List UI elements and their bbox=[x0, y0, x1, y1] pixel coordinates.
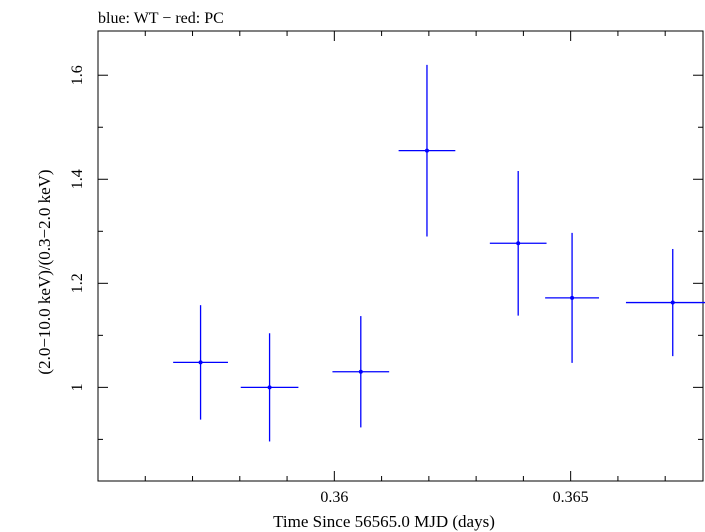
y-axis-label: (2.0−10.0 keV)/(0.3−2.0 keV) bbox=[35, 169, 54, 374]
header-note: blue: WT − red: PC bbox=[98, 10, 224, 27]
y-tick-label: 1.4 bbox=[69, 169, 86, 189]
data-point bbox=[173, 305, 228, 420]
y-tick-label: 1 bbox=[69, 383, 86, 391]
point-marker bbox=[670, 300, 675, 305]
data-point bbox=[489, 170, 547, 316]
point-marker bbox=[358, 369, 363, 374]
x-axis-label: Time Since 56565.0 MJD (days) bbox=[273, 512, 495, 531]
data-point bbox=[545, 232, 600, 363]
axes: 0.36 0.365 1 1.2 1.4 1.6 bbox=[69, 31, 703, 506]
data-layer bbox=[173, 64, 705, 442]
point-marker bbox=[198, 360, 203, 365]
point-marker bbox=[267, 385, 272, 390]
x-tick-label: 0.36 bbox=[320, 489, 348, 506]
plot-frame bbox=[97, 30, 704, 482]
data-point bbox=[240, 333, 299, 442]
data-point bbox=[398, 64, 456, 237]
point-marker bbox=[516, 241, 521, 246]
y-tick-label: 1.2 bbox=[69, 273, 86, 293]
y-tick-label: 1.6 bbox=[69, 65, 86, 85]
data-point bbox=[332, 316, 390, 428]
point-marker bbox=[424, 148, 429, 153]
point-marker bbox=[570, 295, 575, 300]
x-tick-label: 0.365 bbox=[553, 489, 589, 506]
data-point bbox=[625, 248, 705, 357]
